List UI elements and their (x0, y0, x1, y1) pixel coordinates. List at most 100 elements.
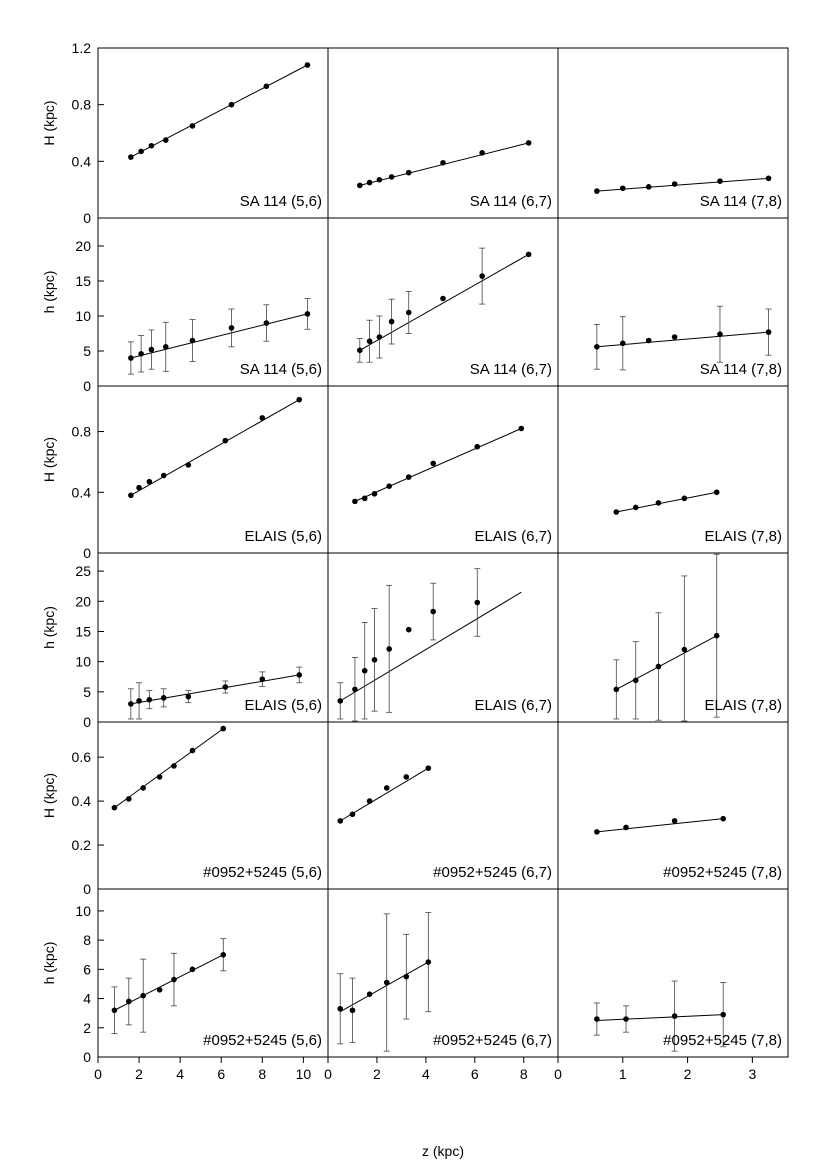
data-point (430, 608, 437, 615)
data-point (138, 148, 144, 155)
y-tick-label: 15 (75, 623, 91, 639)
panel-label: #0952+5245 (6,7) (433, 864, 552, 881)
data-point (671, 1013, 678, 1019)
data-point (632, 677, 639, 684)
panel-label: SA 114 (6,7) (470, 193, 552, 210)
y-tick-label: 0.4 (72, 484, 92, 500)
panel-label: SA 114 (5,6) (240, 361, 322, 378)
y-tick-label: 5 (83, 343, 91, 359)
data-point (613, 686, 620, 693)
panel-2-0: 0 0.4 0.8 H (kpc) ELAIS (5,6) (41, 385, 329, 561)
y-tick-label: 20 (75, 238, 91, 254)
fit-line (596, 1014, 724, 1021)
panel-3-1: ELAIS (6,7) (327, 552, 559, 723)
y-tick-label: 0.6 (72, 749, 92, 765)
data-point (189, 747, 196, 754)
y-tick-label: 5 (83, 684, 91, 700)
data-point (623, 824, 629, 831)
y-tick-label: 10 (75, 903, 91, 919)
x-tick-label: 8 (258, 1066, 266, 1082)
y-tick-label: 10 (75, 308, 91, 324)
data-point (111, 1007, 118, 1014)
data-point (681, 495, 688, 502)
y-tick-label: 0 (83, 881, 91, 897)
data-point (162, 344, 169, 350)
x-tick-label: 2 (373, 1066, 381, 1082)
panel-0-2: SA 114 (7,8) (557, 47, 789, 219)
x-tick-label: 4 (422, 1066, 430, 1082)
data-point (296, 672, 303, 678)
panel-4-1: #0952+5245 (6,7) (327, 721, 559, 890)
panel-label: ELAIS (7,8) (704, 697, 782, 714)
data-point (156, 987, 163, 993)
panel-3-2: ELAIS (7,8) (557, 552, 789, 723)
data-point (228, 101, 235, 108)
data-point (376, 334, 383, 340)
data-point (352, 686, 358, 693)
y-axis-label: H (kpc) (41, 773, 57, 818)
data-point (128, 492, 134, 499)
data-point (111, 804, 118, 811)
data-point (189, 337, 196, 344)
data-point (366, 179, 373, 186)
data-point (376, 176, 383, 183)
data-point (671, 181, 678, 187)
y-tick-label: 0.4 (72, 153, 92, 169)
panel-4-2: #0952+5245 (7,8) (557, 721, 789, 890)
data-point (146, 696, 153, 703)
panel-0-0: 0 0.4 0.8 1.2 H (kpc) SA 114 (5,6) (41, 40, 329, 226)
fit-line (130, 313, 308, 359)
data-point (337, 818, 344, 824)
panel-1-0: 0 5 10 15 20 h (kpc) SA 114 (5,6) (41, 217, 329, 394)
data-point (479, 273, 485, 279)
data-point (594, 1016, 600, 1022)
panel-1-1: SA 114 (6,7) (327, 217, 559, 387)
data-point (263, 320, 270, 326)
data-point (136, 484, 142, 491)
data-point (440, 159, 446, 166)
data-point (405, 474, 412, 480)
data-point (189, 123, 196, 129)
y-tick-label: 1.2 (72, 40, 92, 56)
data-point (160, 695, 167, 701)
data-point (613, 509, 620, 515)
panel-2-1: ELAIS (6,7) (327, 385, 559, 554)
y-tick-label: 0 (83, 545, 91, 561)
fit-line (596, 818, 724, 833)
data-point (479, 150, 485, 156)
y-tick-label: 6 (83, 961, 91, 977)
fit-line (130, 64, 308, 158)
data-point (765, 329, 772, 335)
panel-frame (557, 888, 789, 1058)
data-point (140, 785, 146, 791)
data-point (171, 976, 177, 983)
panel-label: #0952+5245 (7,8) (663, 864, 782, 881)
data-point (185, 462, 192, 468)
data-point (383, 979, 390, 986)
x-axis-label: z (kpc) (422, 1143, 464, 1159)
panel-label: SA 114 (5,6) (240, 193, 322, 210)
data-point (185, 693, 192, 700)
fit-line (596, 331, 769, 348)
y-axis-label: h (kpc) (41, 606, 57, 649)
data-point (645, 184, 652, 190)
data-point (655, 663, 662, 670)
data-point (403, 973, 410, 980)
data-point (156, 774, 163, 780)
data-point (713, 489, 720, 496)
x-tick-label: 3 (748, 1066, 756, 1082)
data-point (366, 338, 373, 345)
data-point (518, 425, 525, 432)
x-tick-label: 10 (296, 1066, 312, 1082)
y-axis-label: H (kpc) (41, 437, 57, 482)
data-point (619, 185, 626, 192)
fit-line (339, 591, 522, 702)
data-point (425, 959, 432, 965)
y-tick-label: 0.8 (72, 97, 92, 113)
panel-label: ELAIS (5,6) (244, 697, 322, 714)
y-tick-label: 0 (83, 714, 91, 730)
y-tick-label: 4 (83, 991, 91, 1007)
data-point (713, 632, 720, 639)
data-point (128, 154, 134, 160)
fit-line (354, 428, 522, 502)
